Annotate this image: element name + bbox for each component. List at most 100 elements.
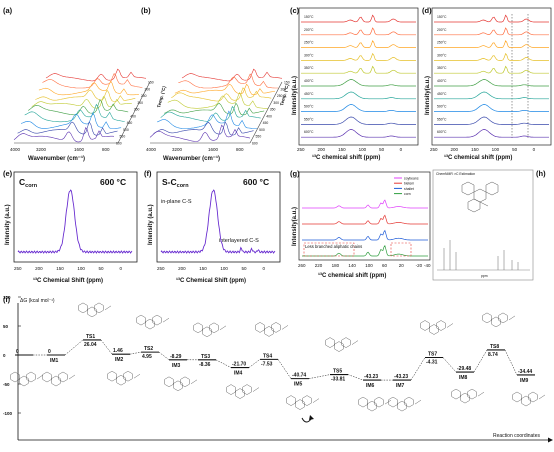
xtick: -20 — [416, 263, 423, 268]
panel-b-xtick: 800 — [236, 147, 244, 152]
ring — [152, 314, 162, 326]
panel-e-title: Ccorn — [19, 177, 38, 189]
ring — [420, 320, 430, 331]
panel-f-inplane-annotation: in-plane C-S — [161, 199, 192, 205]
temp-label: 500°C — [304, 105, 314, 109]
state-name: IM2 — [115, 357, 124, 363]
temp-label: 500°C — [437, 105, 447, 109]
ring — [341, 337, 351, 348]
state-energy: 0 — [16, 349, 19, 355]
state-name: TS5 — [333, 369, 342, 375]
ftir-trace — [45, 68, 147, 82]
connector — [248, 359, 261, 368]
connector — [410, 357, 426, 381]
temp-tick: 450 — [263, 121, 269, 125]
panel-d-nmr-stack: (d) 150°C 200°C 250°C 300°C 350°C 400°C 450°C 5… — [422, 6, 552, 161]
molecule-sketch — [388, 396, 422, 412]
ring — [286, 395, 296, 406]
bond — [252, 387, 260, 392]
panel-d-traces: 150°C 200°C 250°C 300°C 350°C 400°C 450°C 500°C… — [434, 14, 549, 138]
xtick: 150 — [56, 266, 64, 271]
ring — [397, 400, 407, 412]
temp-tick: 300 — [273, 101, 279, 105]
nmr-trace — [301, 91, 416, 100]
bond — [508, 315, 516, 321]
molecule-sketch — [325, 337, 359, 352]
g-trace — [302, 229, 428, 241]
panel-d-label: (d) — [422, 6, 432, 15]
panel-h-molecule — [461, 181, 499, 213]
panel-f-title-sub: corn — [177, 183, 190, 189]
panel-f-spectrum — [160, 189, 276, 254]
nmr-trace — [434, 14, 549, 23]
ring — [19, 375, 29, 387]
state-name: IM5 — [294, 382, 303, 388]
ring — [180, 376, 190, 388]
panel-g-highlight-box-left — [303, 242, 355, 257]
panel-f-xlabel: ¹³C Chemical Shift (ppm) — [176, 277, 246, 284]
temp-label: 350°C — [304, 66, 314, 70]
ring — [528, 391, 538, 403]
panel-f-xticks: 250 200 150 100 50 0 — [157, 266, 266, 271]
ring — [388, 396, 398, 408]
bond — [190, 379, 198, 384]
panel-f-interlayered-annotation: interlayered C-S — [219, 238, 259, 244]
temp-label: 600°C — [437, 130, 447, 134]
connector — [129, 351, 142, 355]
temp-label: 400°C — [304, 79, 314, 83]
panel-a-xtick: 1600 — [74, 147, 85, 152]
ring — [123, 370, 133, 382]
ring — [173, 380, 183, 392]
ftir-trace — [42, 73, 143, 89]
panel-f-ylabel: Intensity (a.u.) — [148, 204, 154, 245]
temp-label: 350°C — [437, 66, 447, 70]
ftir-trace — [13, 126, 115, 143]
nmr-trace — [434, 104, 549, 112]
molecule-sketch — [193, 322, 227, 338]
panel-h-peaks — [443, 240, 519, 270]
temp-label: 200°C — [304, 28, 314, 32]
temp-label: 250°C — [437, 41, 447, 45]
ring — [51, 375, 61, 387]
ring — [436, 320, 446, 331]
panel-i-curved-arrowhead — [309, 415, 314, 420]
state-energy: 0 — [48, 349, 51, 355]
ring — [404, 396, 414, 408]
panel-a-xtick: 800 — [102, 147, 110, 152]
ring — [242, 384, 252, 395]
panel-e-temp: 600 °C — [100, 177, 126, 187]
panel-e-nmr: (e) Ccorn 600 °C 250 200 150 100 50 0 ¹³C Che… — [3, 169, 138, 284]
bond — [312, 398, 320, 403]
panel-h-frame — [432, 169, 534, 281]
panel-b-xtick: 1600 — [208, 147, 219, 152]
state-energy: -21.70 — [232, 362, 246, 368]
panel-e-title-main: C — [19, 177, 25, 187]
bond — [162, 317, 170, 323]
state-energy: 8.74 — [488, 352, 498, 358]
legend-entry: shaliet — [404, 187, 414, 191]
molecule-sketch — [420, 320, 454, 335]
ftir-trace — [21, 112, 122, 129]
state-name: TS8 — [490, 344, 499, 350]
state-name: IM4 — [234, 371, 243, 377]
xtick: 220 — [315, 263, 323, 268]
xtick: 60 — [382, 263, 388, 268]
panel-g-label: (g) — [290, 169, 300, 178]
xtick: 250 — [297, 147, 305, 152]
panel-b-ftir-3d: (b) 4000 3200 1600 800 Wavenumber (cm⁻¹)… — [141, 6, 290, 162]
xtick: 100 — [492, 147, 500, 152]
temp-tick: 500 — [259, 128, 265, 132]
panel-b-xtick: 4000 — [146, 147, 157, 152]
ring — [136, 314, 146, 326]
xtick: 250 — [157, 266, 165, 271]
xtick: 0 — [120, 266, 123, 271]
panel-f-title-main: S-C — [162, 177, 177, 187]
panel-h-label: (h) — [536, 169, 546, 178]
temp-label: 150°C — [437, 15, 447, 19]
ring — [491, 316, 501, 328]
temp-label: 450°C — [437, 92, 447, 96]
ring — [107, 370, 117, 382]
nmr-trace — [301, 14, 416, 23]
molecule-sketch — [451, 388, 485, 404]
